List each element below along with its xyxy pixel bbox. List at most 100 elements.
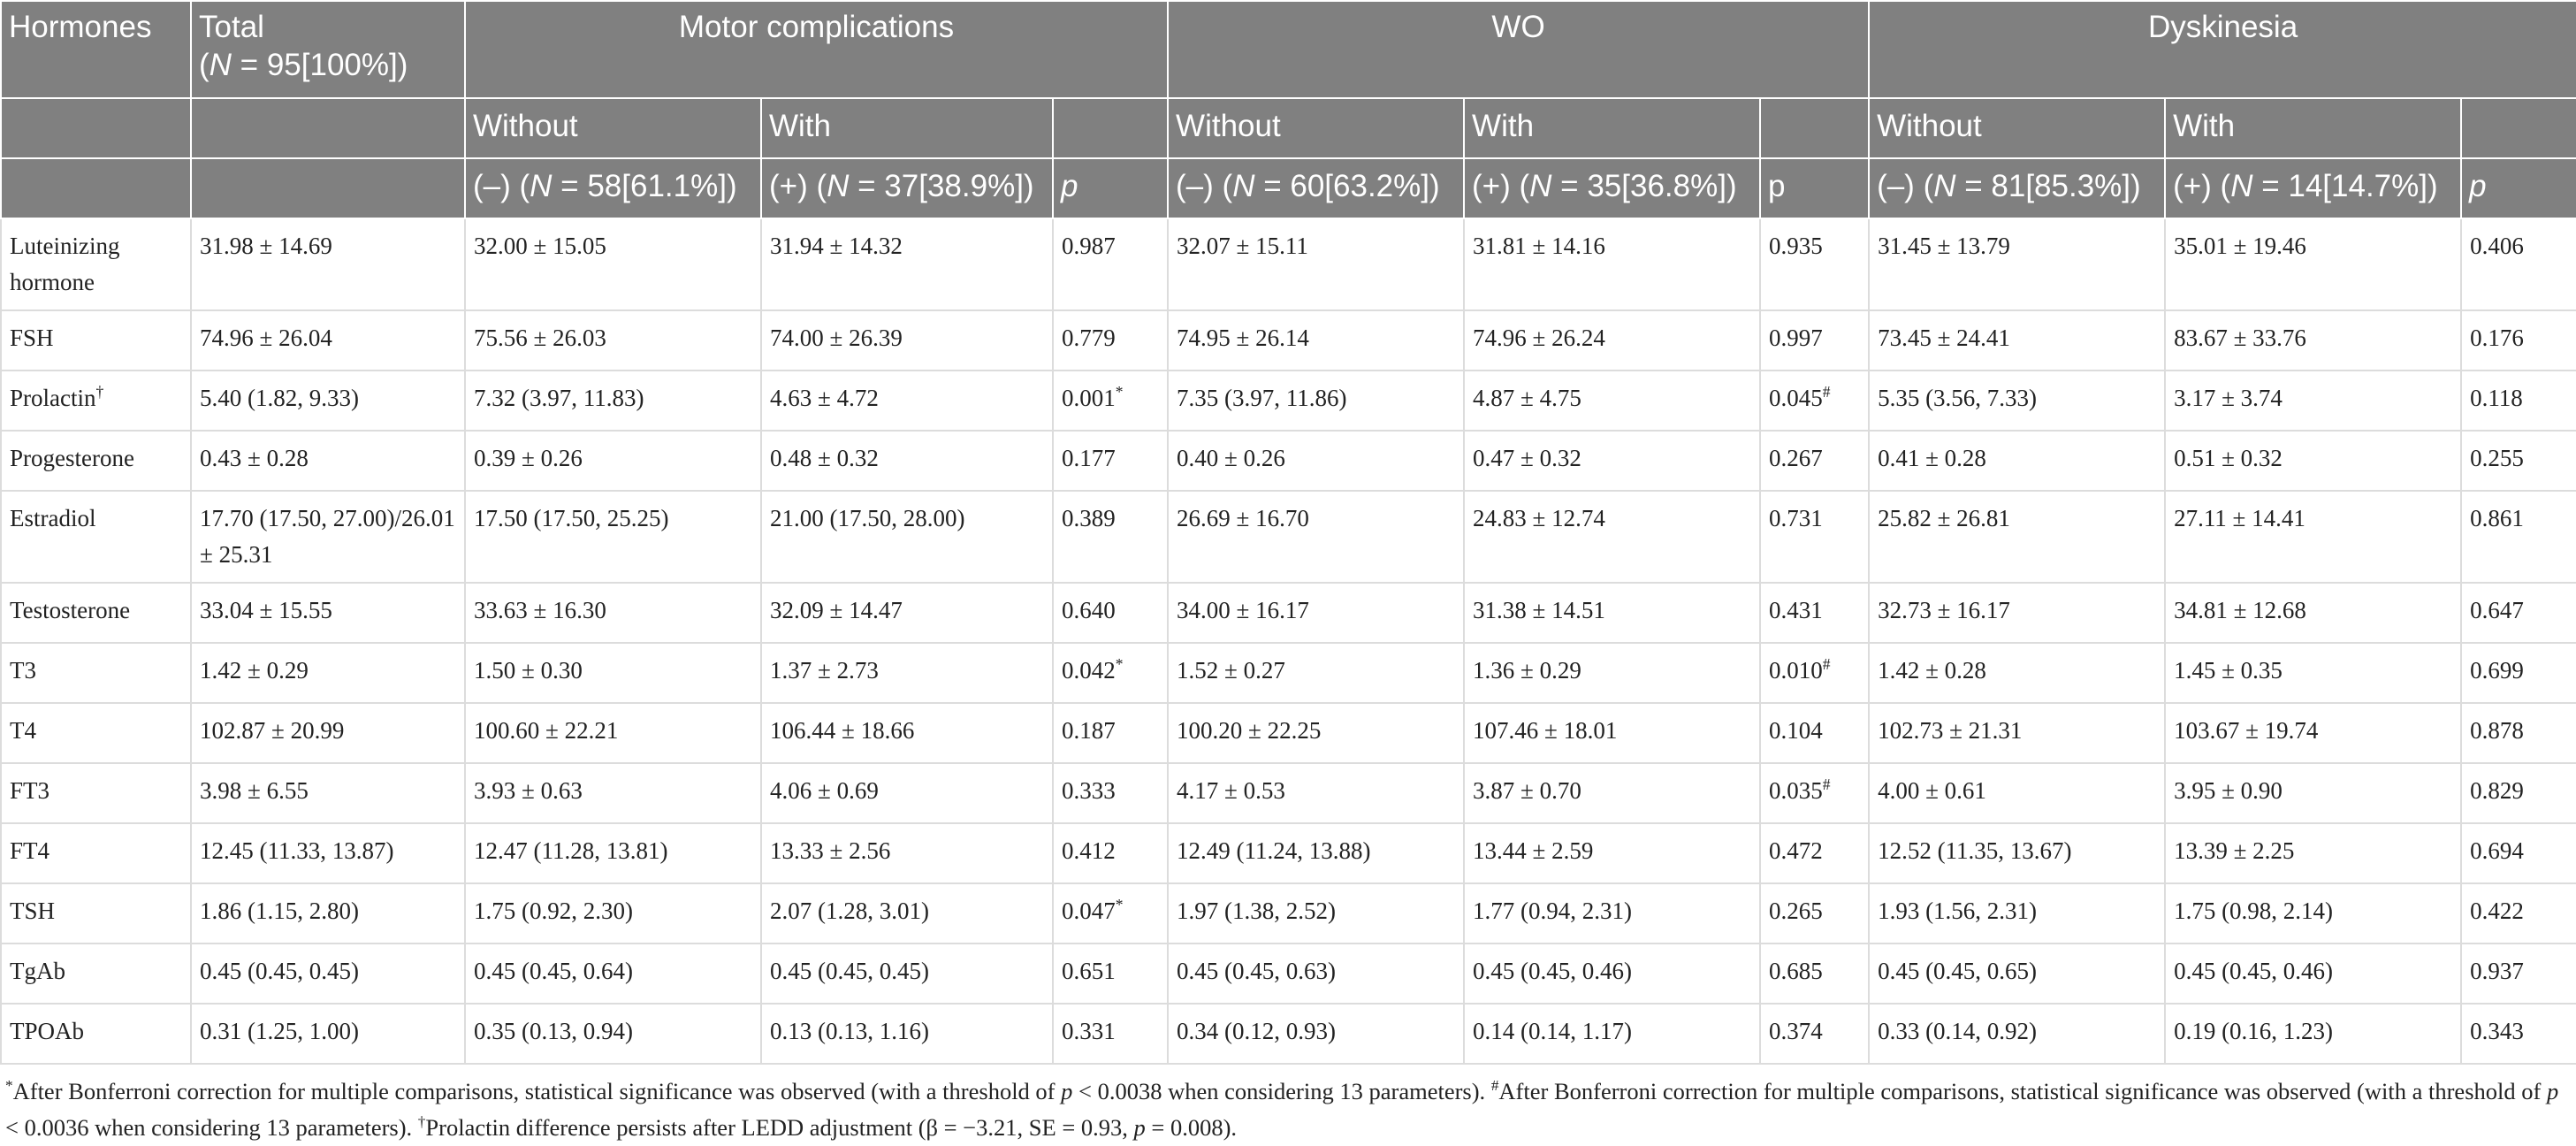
header-wo-with: With	[1463, 97, 1762, 159]
cell-wo-with: 0.14 (0.14, 1.17)	[1463, 1003, 1762, 1065]
header-mc-p: p	[1051, 157, 1170, 219]
cell-hormone-name: Prolactin†	[0, 370, 192, 432]
cell-mc-with: 0.13 (0.13, 1.16)	[760, 1003, 1054, 1065]
cell-mc-with: 2.07 (1.28, 3.01)	[760, 882, 1054, 944]
cell-dk-with: 1.45 ± 0.35	[2164, 642, 2463, 704]
cell-wo-without: 1.52 ± 0.27	[1167, 642, 1466, 704]
cell-wo-without: 1.97 (1.38, 2.52)	[1167, 882, 1466, 944]
cell-wo-p: 0.035#	[1759, 762, 1871, 824]
header-mc-without: Without	[464, 97, 762, 159]
cell-mc-with: 21.00 (17.50, 28.00)	[760, 490, 1054, 584]
hormone-table: Hormones Total (N = 95[100%]) Motor compl…	[0, 0, 2576, 1065]
cell-hormone-name: FT3	[0, 762, 192, 824]
cell-mc-p: 0.389	[1051, 490, 1170, 584]
cell-hormone-name: T3	[0, 642, 192, 704]
cell-dk-without: 4.00 ± 0.61	[1868, 762, 2167, 824]
cell-wo-p: 0.374	[1759, 1003, 1871, 1065]
cell-wo-p: 0.010#	[1759, 642, 1871, 704]
cell-mc-with: 4.06 ± 0.69	[760, 762, 1054, 824]
cell-wo-without: 12.49 (11.24, 13.88)	[1167, 822, 1466, 884]
cell-wo-with: 0.47 ± 0.32	[1463, 430, 1762, 492]
header-mc-with: With	[760, 97, 1054, 159]
cell-wo-without: 26.69 ± 16.70	[1167, 490, 1466, 584]
cell-dk-p: 0.647	[2460, 582, 2576, 644]
cell-mc-with: 31.94 ± 14.32	[760, 218, 1054, 311]
table-row: T4 102.87 ± 20.99 100.60 ± 22.21 106.44 …	[0, 702, 2576, 764]
cell-wo-p: 0.104	[1759, 702, 1871, 764]
cell-mc-with: 74.00 ± 26.39	[760, 309, 1054, 371]
cell-wo-with: 24.83 ± 12.74	[1463, 490, 1762, 584]
cell-mc-p: 0.047*	[1051, 882, 1170, 944]
cell-dk-with: 1.75 (0.98, 2.14)	[2164, 882, 2463, 944]
cell-wo-without: 0.45 (0.45, 0.63)	[1167, 943, 1466, 1005]
header-hormones: Hormones	[0, 0, 192, 99]
cell-total: 74.96 ± 26.04	[190, 309, 466, 371]
cell-total: 12.45 (11.33, 13.87)	[190, 822, 466, 884]
cell-wo-without: 4.17 ± 0.53	[1167, 762, 1466, 824]
cell-dk-p: 0.829	[2460, 762, 2576, 824]
table-row: Luteinizing hormone 31.98 ± 14.69 32.00 …	[0, 218, 2576, 311]
header-dk-without-n: (–) (N = 81[85.3%])	[1868, 157, 2167, 219]
cell-wo-with: 1.36 ± 0.29	[1463, 642, 1762, 704]
header-row-1: Hormones Total (N = 95[100%]) Motor compl…	[0, 0, 2576, 99]
cell-dk-p: 0.255	[2460, 430, 2576, 492]
cell-mc-without: 0.35 (0.13, 0.94)	[464, 1003, 762, 1065]
cell-hormone-name: Estradiol	[0, 490, 192, 584]
cell-wo-with: 13.44 ± 2.59	[1463, 822, 1762, 884]
cell-wo-p: 0.265	[1759, 882, 1871, 944]
header-wo-without-n: (–) (N = 60[63.2%])	[1167, 157, 1466, 219]
cell-mc-with: 32.09 ± 14.47	[760, 582, 1054, 644]
cell-total: 0.31 (1.25, 1.00)	[190, 1003, 466, 1065]
table-body: Luteinizing hormone 31.98 ± 14.69 32.00 …	[0, 218, 2576, 1065]
header-empty	[1759, 97, 1871, 159]
cell-mc-p: 0.412	[1051, 822, 1170, 884]
cell-hormone-name: Testosterone	[0, 582, 192, 644]
cell-mc-without: 100.60 ± 22.21	[464, 702, 762, 764]
cell-wo-p: 0.472	[1759, 822, 1871, 884]
cell-dk-with: 27.11 ± 14.41	[2164, 490, 2463, 584]
cell-mc-p: 0.651	[1051, 943, 1170, 1005]
cell-mc-without: 0.39 ± 0.26	[464, 430, 762, 492]
cell-wo-with: 31.81 ± 14.16	[1463, 218, 1762, 311]
header-row-2: Without With Without With Without With	[0, 97, 2576, 159]
cell-dk-without: 32.73 ± 16.17	[1868, 582, 2167, 644]
cell-dk-without: 0.41 ± 0.28	[1868, 430, 2167, 492]
cell-wo-without: 74.95 ± 26.14	[1167, 309, 1466, 371]
cell-dk-p: 0.406	[2460, 218, 2576, 311]
cell-mc-without: 33.63 ± 16.30	[464, 582, 762, 644]
cell-mc-without: 12.47 (11.28, 13.81)	[464, 822, 762, 884]
cell-dk-without: 73.45 ± 24.41	[1868, 309, 2167, 371]
cell-mc-without: 3.93 ± 0.63	[464, 762, 762, 824]
cell-wo-p: 0.935	[1759, 218, 1871, 311]
table-row: Progesterone 0.43 ± 0.28 0.39 ± 0.26 0.4…	[0, 430, 2576, 492]
cell-dk-p: 0.878	[2460, 702, 2576, 764]
cell-hormone-name: TgAb	[0, 943, 192, 1005]
cell-wo-p: 0.045#	[1759, 370, 1871, 432]
cell-dk-without: 31.45 ± 13.79	[1868, 218, 2167, 311]
table-row: Estradiol 17.70 (17.50, 27.00)/26.01 ± 2…	[0, 490, 2576, 584]
header-empty	[0, 97, 192, 159]
cell-dk-with: 0.45 (0.45, 0.46)	[2164, 943, 2463, 1005]
cell-mc-p: 0.187	[1051, 702, 1170, 764]
table-row: TPOAb 0.31 (1.25, 1.00) 0.35 (0.13, 0.94…	[0, 1003, 2576, 1065]
cell-mc-without: 7.32 (3.97, 11.83)	[464, 370, 762, 432]
cell-total: 5.40 (1.82, 9.33)	[190, 370, 466, 432]
cell-wo-p: 0.997	[1759, 309, 1871, 371]
header-mc-without-n: (–) (N = 58[61.1%])	[464, 157, 762, 219]
cell-dk-without: 0.45 (0.45, 0.65)	[1868, 943, 2167, 1005]
cell-dk-p: 0.176	[2460, 309, 2576, 371]
cell-dk-with: 3.95 ± 0.90	[2164, 762, 2463, 824]
cell-wo-p: 0.267	[1759, 430, 1871, 492]
header-wo-without: Without	[1167, 97, 1466, 159]
header-mc-with-n: (+) (N = 37[38.9%])	[760, 157, 1054, 219]
cell-total: 1.86 (1.15, 2.80)	[190, 882, 466, 944]
cell-dk-without: 102.73 ± 21.31	[1868, 702, 2167, 764]
header-row-3: (–) (N = 58[61.1%]) (+) (N = 37[38.9%]) …	[0, 157, 2576, 219]
cell-wo-without: 0.34 (0.12, 0.93)	[1167, 1003, 1466, 1065]
cell-mc-without: 75.56 ± 26.03	[464, 309, 762, 371]
table-row: Prolactin† 5.40 (1.82, 9.33) 7.32 (3.97,…	[0, 370, 2576, 432]
cell-wo-with: 31.38 ± 14.51	[1463, 582, 1762, 644]
cell-total: 102.87 ± 20.99	[190, 702, 466, 764]
cell-mc-p: 0.331	[1051, 1003, 1170, 1065]
